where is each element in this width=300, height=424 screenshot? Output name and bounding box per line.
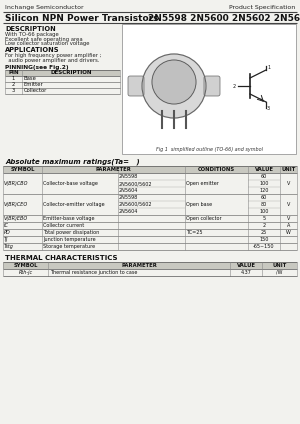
Text: IC: IC [4,223,9,228]
Text: V(BR)CBO: V(BR)CBO [4,181,28,186]
Text: audio power amplifier and drivers.: audio power amplifier and drivers. [5,58,100,63]
Text: V: V [287,216,290,221]
Text: V: V [287,181,290,186]
Text: Thermal resistance junction to case: Thermal resistance junction to case [50,270,137,275]
Text: APPLICATIONS: APPLICATIONS [5,47,59,53]
Text: Emitter-base voltage: Emitter-base voltage [43,216,94,221]
Text: 3: 3 [12,89,15,94]
Text: DESCRIPTION: DESCRIPTION [50,70,92,75]
Text: 2: 2 [233,84,236,89]
Text: Junction temperature: Junction temperature [43,237,96,242]
Text: Inchange Semiconductor: Inchange Semiconductor [5,5,84,10]
Text: 2N5604: 2N5604 [119,188,138,193]
Text: TC=25: TC=25 [186,230,202,235]
Text: A: A [287,223,290,228]
Bar [5,70,120,75]
Text: 2: 2 [12,83,15,87]
Text: 80: 80 [261,202,267,207]
Text: Open emitter: Open emitter [186,181,219,186]
Text: PIN: PIN [8,70,19,75]
Text: Collector: Collector [24,89,47,94]
Text: V(BR)CEO: V(BR)CEO [4,202,28,207]
Text: With TO-66 package: With TO-66 package [5,32,59,37]
Text: Open collector: Open collector [186,216,222,221]
Text: 60: 60 [261,195,267,200]
Text: -65~150: -65~150 [253,244,275,249]
Text: PINNING(see Fig.2): PINNING(see Fig.2) [5,64,69,70]
Text: CONDITIONS: CONDITIONS [198,167,235,172]
Text: UNIT: UNIT [281,167,296,172]
Text: Silicon NPN Power Transistors: Silicon NPN Power Transistors [5,14,158,23]
Text: Tstg: Tstg [4,244,14,249]
Text: 60: 60 [261,174,267,179]
Text: PARAMETER: PARAMETER [96,167,131,172]
Text: Emitter: Emitter [24,83,44,87]
Text: 3: 3 [267,106,270,111]
Text: Absolute maximum ratings(Ta=   ): Absolute maximum ratings(Ta= ) [5,158,140,165]
Text: 100: 100 [259,209,269,214]
Text: SYMBOL: SYMBOL [13,263,38,268]
Text: VALUE: VALUE [236,263,256,268]
Text: Collector-emitter voltage: Collector-emitter voltage [43,202,105,207]
Bar [3,262,297,269]
Text: SYMBOL: SYMBOL [10,167,35,172]
Text: Product Specification: Product Specification [229,5,295,10]
Text: Collector current: Collector current [43,223,84,228]
Circle shape [142,54,206,118]
Text: Excellent safe operating area: Excellent safe operating area [5,36,82,42]
Text: Fig 1  simplified outline (TO-66) and symbol: Fig 1 simplified outline (TO-66) and sym… [155,147,262,152]
Text: VALUE: VALUE [254,167,274,172]
Text: Low collector saturation voltage: Low collector saturation voltage [5,41,89,46]
Text: V(BR)EBO: V(BR)EBO [4,216,28,221]
FancyBboxPatch shape [204,76,220,96]
Text: Open base: Open base [186,202,212,207]
Text: /W: /W [276,270,283,275]
Text: Rth-jc: Rth-jc [18,270,33,275]
Text: 100: 100 [259,181,269,186]
Text: Total power dissipation: Total power dissipation [43,230,99,235]
Text: Storage temperature: Storage temperature [43,244,95,249]
Text: Base: Base [24,76,37,81]
Text: V: V [287,202,290,207]
Text: 120: 120 [259,188,269,193]
Text: For high frequency power amplifier ;: For high frequency power amplifier ; [5,53,101,59]
Text: 2: 2 [262,223,266,228]
Text: 1: 1 [12,76,15,81]
Text: 2N5598 2N5600 2N5602 2N5604: 2N5598 2N5600 2N5602 2N5604 [148,14,300,23]
Text: PD: PD [4,230,11,235]
Text: 150: 150 [259,237,269,242]
Text: 2N5598: 2N5598 [119,174,138,179]
Text: 1: 1 [267,65,270,70]
Text: 4.37: 4.37 [241,270,251,275]
Text: 2N5604: 2N5604 [119,209,138,214]
Text: Collector-base voltage: Collector-base voltage [43,181,98,186]
Text: UNIT: UNIT [272,263,286,268]
Text: PARAMETER: PARAMETER [121,263,157,268]
Text: THERMAL CHARACTERISTICS: THERMAL CHARACTERISTICS [5,255,118,261]
Bar [3,166,297,173]
Text: 25: 25 [261,230,267,235]
Bar [122,24,296,154]
Text: 2N5600/5602: 2N5600/5602 [119,181,152,186]
FancyBboxPatch shape [128,76,144,96]
Text: 2N5600/5602: 2N5600/5602 [119,202,152,207]
Circle shape [152,60,196,104]
Text: DESCRIPTION: DESCRIPTION [5,26,56,32]
Text: W: W [286,230,291,235]
Text: 2N5598: 2N5598 [119,195,138,200]
Text: 5: 5 [262,216,266,221]
Text: TJ: TJ [4,237,8,242]
